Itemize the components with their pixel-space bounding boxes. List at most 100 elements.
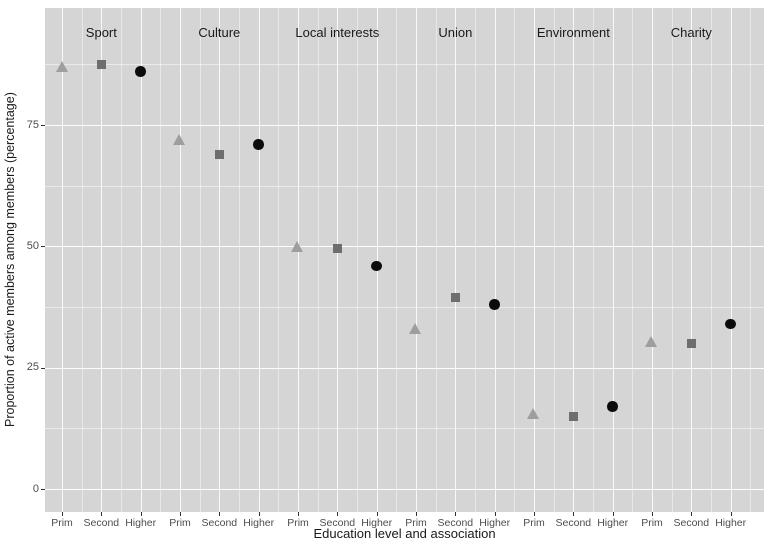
x-axis-title: Education level and association: [313, 526, 496, 540]
x-gridline-minor: [120, 8, 122, 512]
y-gridline-minor: [45, 428, 764, 430]
x-tick-mark: [612, 512, 614, 516]
x-tick-label: Second: [319, 517, 356, 529]
x-tick-label: Prim: [405, 517, 427, 529]
x-gridline-minor: [750, 8, 752, 512]
x-tick-label: Higher: [715, 517, 747, 529]
x-gridline-minor: [356, 8, 358, 512]
point-local-interests-second: [332, 244, 342, 254]
x-gridline-major: [573, 8, 575, 512]
x-gridline-major: [612, 8, 614, 512]
x-gridline-minor: [514, 8, 516, 512]
facet-label-environment: Environment: [536, 25, 610, 40]
x-tick-mark: [415, 512, 417, 516]
point-charity-prim: [645, 335, 658, 347]
point-environment-higher: [607, 401, 618, 412]
y-gridline-major: [45, 367, 764, 369]
point-local-interests-prim: [291, 240, 304, 252]
x-tick-label: Second: [83, 517, 120, 529]
y-tick-mark: [41, 489, 45, 491]
facet-label-culture: Culture: [198, 25, 241, 40]
x-tick-mark: [101, 512, 103, 516]
x-tick-label: Prim: [51, 517, 73, 529]
y-tick-label: 25: [26, 361, 39, 374]
x-tick-label: Second: [437, 517, 474, 529]
x-gridline-major: [101, 8, 103, 512]
x-gridline-minor: [160, 8, 162, 512]
point-sport-second: [96, 59, 106, 69]
x-tick-mark: [219, 512, 221, 516]
x-gridline-major: [337, 8, 339, 512]
x-gridline-major: [376, 8, 378, 512]
y-gridline-major: [45, 489, 764, 491]
point-environment-second: [568, 411, 578, 421]
x-tick-mark: [573, 512, 575, 516]
plot-panel: Sport Culture Local interests Union Environm…: [45, 8, 764, 512]
facet-label-sport: Sport: [85, 25, 117, 40]
y-gridline-minor: [45, 64, 764, 66]
x-gridline-minor: [238, 8, 240, 512]
x-tick-label: Prim: [641, 517, 663, 529]
x-tick-mark: [533, 512, 535, 516]
point-union-prim: [409, 323, 422, 335]
x-tick-label: Prim: [169, 517, 191, 529]
x-gridline-major: [651, 8, 653, 512]
point-charity-higher: [725, 318, 736, 330]
x-tick-label: Second: [555, 517, 592, 529]
y-gridline-major: [45, 246, 764, 248]
y-axis-title: Proportion of active members among membe…: [3, 92, 17, 428]
x-gridline-minor: [710, 8, 712, 512]
x-gridline-major: [297, 8, 299, 512]
x-tick-mark: [297, 512, 299, 516]
point-union-second: [450, 292, 460, 302]
x-gridline-major: [730, 8, 732, 512]
x-gridline-minor: [435, 8, 437, 512]
y-tick-label: 75: [26, 118, 39, 131]
x-gridline-minor: [671, 8, 673, 512]
x-tick-mark: [376, 512, 378, 516]
point-culture-prim: [173, 134, 186, 146]
x-tick-label: Higher: [125, 517, 157, 529]
x-gridline-minor: [278, 8, 280, 512]
x-tick-mark: [62, 512, 63, 516]
x-gridline-major: [691, 8, 693, 512]
x-tick-label: Second: [201, 517, 238, 529]
x-gridline-minor: [553, 8, 555, 512]
y-gridline-minor: [45, 185, 764, 187]
x-tick-mark: [337, 512, 339, 516]
point-charity-second: [686, 339, 696, 348]
y-gridline-minor: [45, 307, 764, 309]
x-tick-mark: [140, 512, 142, 516]
x-gridline-minor: [474, 8, 476, 512]
facet-label-local-interests: Local interests: [295, 25, 380, 40]
point-local-interests-higher: [371, 260, 382, 272]
x-gridline-major: [179, 8, 181, 512]
x-gridline-major: [140, 8, 142, 512]
x-tick-label: Prim: [523, 517, 545, 529]
y-tick-mark: [41, 367, 45, 369]
x-gridline-major: [494, 8, 496, 512]
x-gridline-major: [455, 8, 457, 512]
x-gridline-minor: [632, 8, 634, 512]
point-culture-second: [214, 149, 224, 159]
x-gridline-major: [219, 8, 221, 512]
x-gridline-minor: [81, 8, 83, 512]
x-gridline-minor: [317, 8, 319, 512]
point-environment-prim: [527, 408, 540, 420]
x-tick-mark: [179, 512, 181, 516]
point-sport-higher: [135, 66, 146, 77]
x-tick-label: Higher: [243, 517, 275, 529]
y-tick-mark: [41, 246, 45, 248]
x-tick-mark: [494, 512, 496, 516]
y-tick-label: 0: [32, 482, 39, 495]
point-sport-prim: [55, 61, 68, 73]
x-tick-mark: [455, 512, 457, 516]
facet-label-union: Union: [438, 25, 473, 40]
point-culture-higher: [253, 139, 264, 150]
x-tick-mark: [691, 512, 693, 516]
x-gridline-minor: [592, 8, 594, 512]
x-tick-label: Higher: [479, 517, 511, 529]
x-tick-label: Higher: [361, 517, 393, 529]
x-gridline-major: [62, 8, 63, 512]
